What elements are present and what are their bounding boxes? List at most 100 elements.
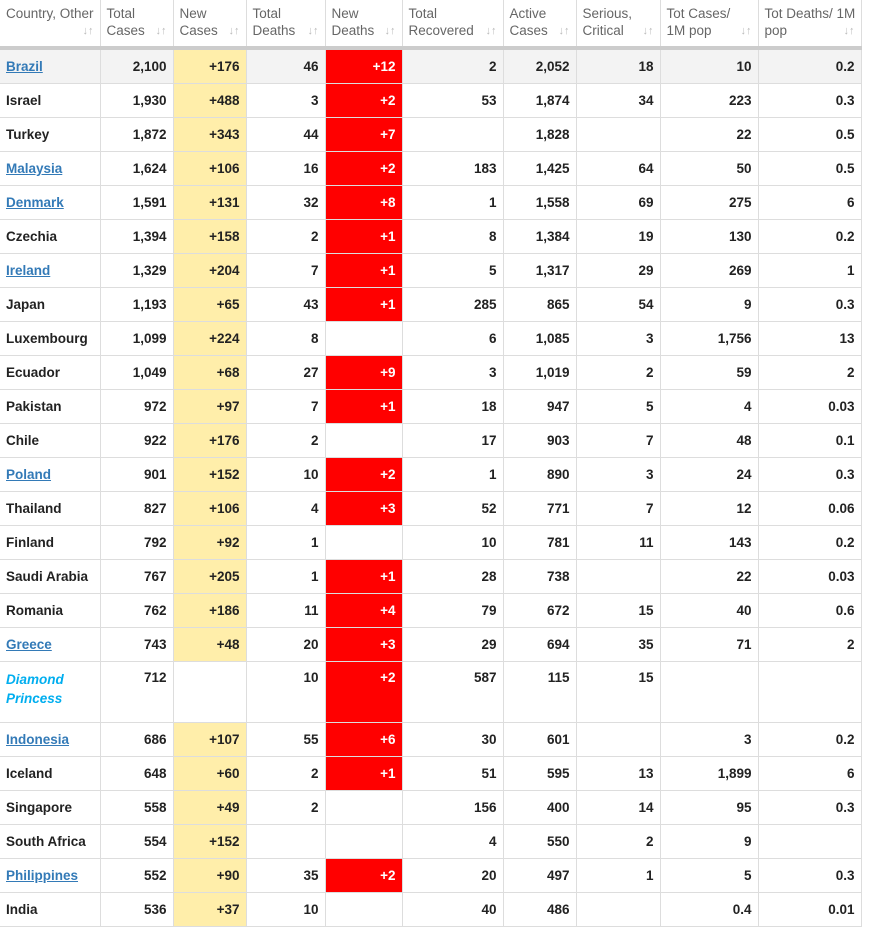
country-link[interactable]: Poland [6,467,52,482]
total-cases-cell: 1,930 [99,83,174,118]
table-row: Poland 901 +152 10 +2 1 890 3 24 0.3 [0,457,862,492]
total-deaths-cell: 44 [245,117,326,152]
new-deaths-cell: +4 [324,593,403,628]
column-header[interactable]: New Deaths ↓↑ [325,0,403,50]
tot-deaths-1m-pop-cell: 0.3 [757,83,862,118]
country-cell[interactable]: Philippines [0,858,101,893]
column-header[interactable]: Tot Deaths/ 1M pop ↓↑ [758,0,862,50]
column-header[interactable]: Total Cases ↓↑ [100,0,174,50]
total-deaths-cell: 7 [245,389,326,424]
total-cases-cell: 743 [99,627,174,662]
serious-critical-cell: 54 [575,287,661,322]
sort-icon[interactable]: ↓↑ [228,25,240,37]
column-header[interactable]: Country, Other ↓↑ [0,0,101,50]
country-link[interactable]: Malaysia [6,161,63,176]
column-header[interactable]: Tot Cases/ 1M pop ↓↑ [660,0,759,50]
table-row: Thailand 827 +106 4 +3 52 771 7 12 0.06 [0,491,862,526]
total-cases-cell: 1,099 [99,321,174,356]
country-name: Japan [6,297,46,312]
total-recovered-cell [401,117,504,152]
total-cases-cell: 1,872 [99,117,174,152]
country-link[interactable]: Greece [6,637,52,652]
sort-icon[interactable]: ↓↑ [485,25,497,37]
country-cell: Ecuador [0,355,101,390]
tot-deaths-1m-pop-cell: 0.5 [757,117,862,152]
country-cell[interactable]: Malaysia [0,151,101,186]
total-deaths-cell: 55 [245,722,326,757]
country-cell: Japan [0,287,101,322]
column-label: Total Deaths [252,6,296,38]
country-cell[interactable]: Brazil [0,48,101,84]
sort-icon[interactable]: ↓↑ [642,25,654,37]
sort-icon[interactable]: ↓↑ [82,25,94,37]
country-link[interactable]: Philippines [6,868,79,883]
country-name: India [6,902,38,917]
new-cases-cell: +176 [172,48,247,84]
table-row: Chile 922 +176 2 17 903 7 48 0.1 [0,423,862,458]
new-deaths-cell: +2 [324,661,403,723]
column-header[interactable]: Active Cases ↓↑ [503,0,577,50]
country-name: Finland [6,535,54,550]
new-deaths-cell: +6 [324,722,403,757]
serious-critical-cell: 13 [575,756,661,791]
serious-critical-cell: 5 [575,389,661,424]
new-deaths-cell: +2 [324,83,403,118]
country-link[interactable]: Ireland [6,263,51,278]
new-cases-cell: +68 [172,355,247,390]
total-recovered-cell: 30 [401,722,504,757]
column-header[interactable]: Serious, Critical ↓↑ [576,0,661,50]
country-link[interactable]: Denmark [6,195,64,210]
tot-cases-1m-pop-cell [659,661,759,723]
total-cases-cell: 827 [99,491,174,526]
tot-deaths-1m-pop-cell: 0.1 [757,423,862,458]
new-cases-cell: +204 [172,253,247,288]
total-deaths-cell: 7 [245,253,326,288]
sort-icon[interactable]: ↓↑ [307,25,319,37]
active-cases-cell: 400 [502,790,577,825]
country-cell[interactable]: Ireland [0,253,101,288]
new-cases-cell: +60 [172,756,247,791]
total-recovered-cell: 10 [401,525,504,560]
new-deaths-cell: +1 [324,756,403,791]
table-row: Turkey 1,872 +343 44 +7 1,828 22 0.5 [0,117,862,152]
table-row: Romania 762 +186 11 +4 79 672 15 40 0.6 [0,593,862,628]
total-recovered-cell: 3 [401,355,504,390]
sort-icon[interactable]: ↓↑ [843,25,855,37]
active-cases-cell: 890 [502,457,577,492]
serious-critical-cell: 35 [575,627,661,662]
total-recovered-cell: 183 [401,151,504,186]
sort-icon[interactable]: ↓↑ [740,25,752,37]
active-cases-cell: 1,874 [502,83,577,118]
new-cases-cell: +152 [172,457,247,492]
total-recovered-cell: 285 [401,287,504,322]
new-deaths-cell [324,423,403,458]
column-header[interactable]: Total Deaths ↓↑ [246,0,326,50]
tot-deaths-1m-pop-cell: 0.3 [757,457,862,492]
total-recovered-cell: 17 [401,423,504,458]
table-row: Luxembourg 1,099 +224 8 6 1,085 3 1,756 13 [0,321,862,356]
new-cases-cell: +107 [172,722,247,757]
total-cases-cell: 552 [99,858,174,893]
tot-cases-1m-pop-cell: 1,899 [659,756,759,791]
country-cell[interactable]: Indonesia [0,722,101,757]
country-cell[interactable]: Denmark [0,185,101,220]
serious-critical-cell: 11 [575,525,661,560]
column-header[interactable]: Total Recovered ↓↑ [402,0,504,50]
tot-deaths-1m-pop-cell: 0.03 [757,389,862,424]
sort-icon[interactable]: ↓↑ [384,25,396,37]
country-cell[interactable]: Poland [0,457,101,492]
country-cell[interactable]: Greece [0,627,101,662]
country-link[interactable]: Indonesia [6,732,70,747]
sort-icon[interactable]: ↓↑ [558,25,570,37]
country-name: Thailand [6,501,62,516]
sort-icon[interactable]: ↓↑ [155,25,167,37]
tot-deaths-1m-pop-cell: 0.5 [757,151,862,186]
total-deaths-cell: 10 [245,457,326,492]
total-recovered-cell: 1 [401,185,504,220]
serious-critical-cell: 3 [575,321,661,356]
tot-deaths-1m-pop-cell: 0.2 [757,525,862,560]
country-link[interactable]: Brazil [6,59,43,74]
active-cases-cell: 595 [502,756,577,791]
column-header[interactable]: New Cases ↓↑ [173,0,247,50]
total-cases-cell: 712 [99,661,174,723]
